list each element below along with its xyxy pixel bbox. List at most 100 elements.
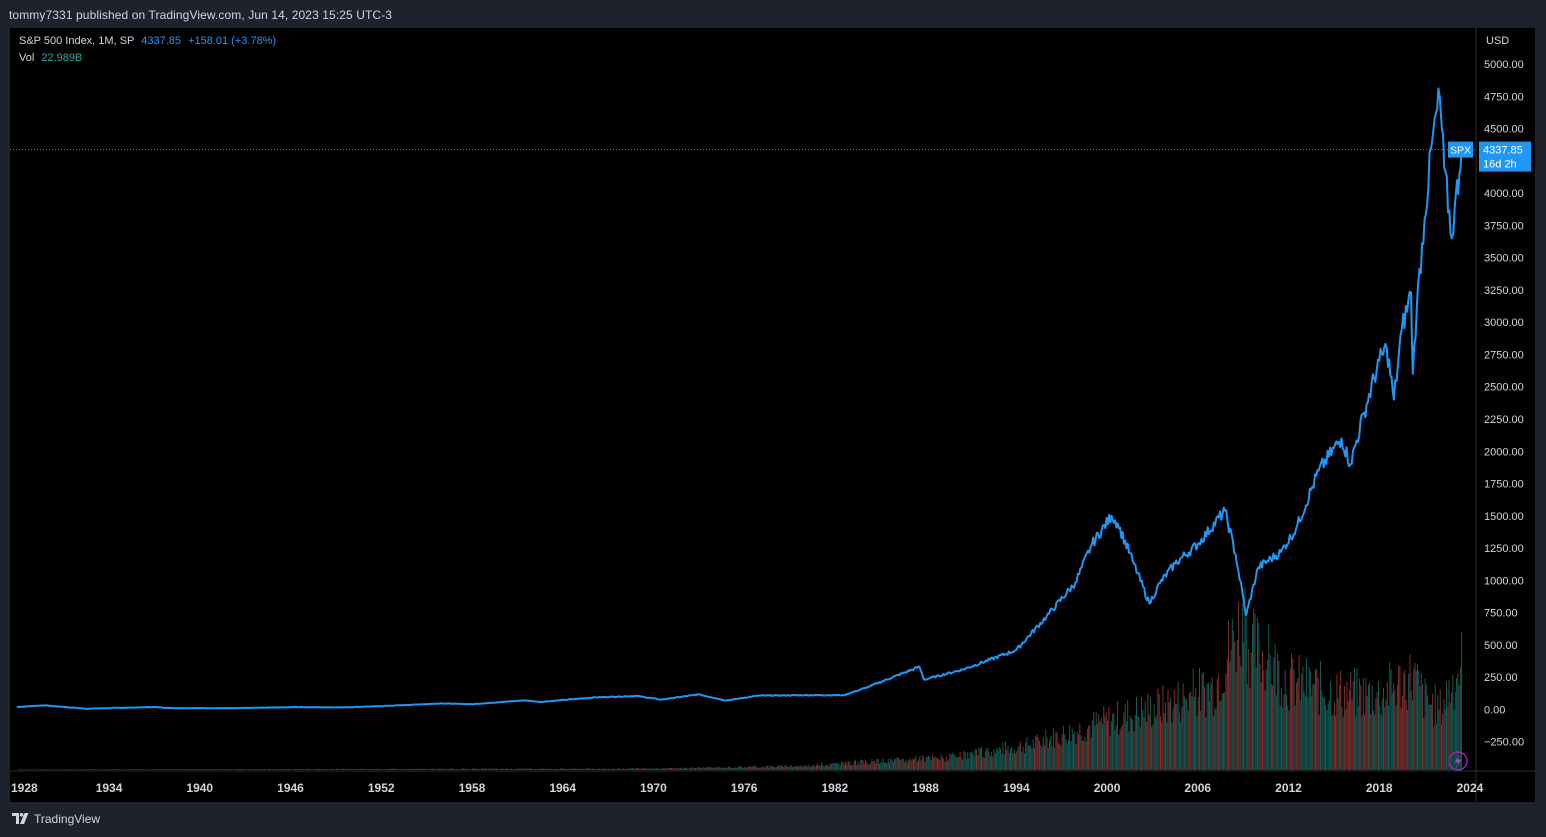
volume-bar (101, 769, 103, 770)
volume-bar (477, 768, 478, 770)
volume-bar (948, 759, 950, 770)
volume-bar (1378, 681, 1379, 770)
volume-bar (1064, 734, 1066, 770)
volume-bar (940, 754, 942, 770)
volume-bar (175, 769, 177, 770)
volume-bar (571, 768, 573, 770)
tradingview-footer[interactable]: TradingView (12, 812, 100, 826)
volume-bar (700, 767, 701, 770)
volume-bar (105, 769, 107, 770)
volume-bar (430, 768, 432, 770)
volume-bar (339, 768, 341, 770)
volume-bar (781, 765, 783, 770)
volume-bar (180, 769, 182, 770)
volume-bar (1148, 714, 1150, 770)
lightning-icon[interactable] (1448, 751, 1468, 771)
volume-bar (327, 769, 328, 770)
volume-bar (1163, 713, 1165, 770)
volume-bar (502, 768, 504, 770)
price-axis[interactable]: 5000.00 4750.00 4500.00 4000.00 3750.00 3500.… (1484, 59, 1524, 748)
volume-bar (764, 767, 766, 770)
volume-bar (1190, 691, 1192, 770)
volume-bar (744, 767, 746, 770)
volume-bar (643, 768, 645, 770)
volume-bar (1249, 687, 1251, 770)
volume-bar (905, 759, 907, 770)
volume-bar (673, 767, 675, 770)
volume-bar (603, 768, 604, 770)
volume-bar (388, 768, 390, 770)
volume-bar (119, 769, 121, 770)
volume-bar (998, 747, 1000, 770)
volume-bar (39, 769, 41, 770)
volume-bar (311, 769, 313, 770)
volume-bar (498, 768, 500, 770)
volume-bar (348, 768, 350, 770)
volume-bar (712, 768, 714, 770)
volume-bar (435, 769, 437, 770)
volume-bar (226, 769, 228, 770)
volume-bar (1333, 702, 1335, 770)
volume-bar (964, 751, 966, 770)
volume-bar (902, 758, 904, 770)
volume-bar (1206, 683, 1208, 770)
volume-bar (1379, 705, 1381, 770)
volume-bar (896, 757, 898, 770)
volume-bar (711, 766, 713, 770)
volume-bar (1311, 695, 1313, 770)
volume-bar (669, 767, 671, 770)
volume-bar (645, 768, 647, 770)
volume-bar (211, 769, 213, 770)
volume-bar (1023, 753, 1025, 770)
legend-volume-row: Vol 22.989B (19, 52, 82, 64)
volume-bar (493, 768, 495, 770)
volume-bar (104, 769, 105, 770)
volume-bar (809, 766, 811, 770)
volume-bar (999, 748, 1001, 770)
volume-bar (185, 769, 187, 770)
volume-bar (1389, 662, 1391, 770)
volume-bar (681, 768, 683, 770)
volume-bar (1243, 642, 1245, 770)
volume-bar (630, 768, 632, 770)
legend-vol-value: 22.989B (41, 52, 83, 64)
volume-bar (1376, 692, 1378, 770)
volume-bar (1144, 700, 1146, 770)
price-tick-label: 3500.00 (1484, 253, 1524, 265)
volume-bar (886, 763, 888, 770)
volume-bar (465, 769, 467, 770)
current-price-tag-bg (1479, 141, 1531, 172)
volume-bar (1128, 731, 1130, 770)
volume-bar (963, 750, 965, 770)
volume-bar (454, 768, 456, 770)
volume-bar (174, 769, 176, 770)
volume-bar (1088, 725, 1090, 770)
volume-bar (512, 769, 514, 770)
volume-bar (1315, 669, 1316, 770)
volume-bar (269, 769, 271, 770)
volume-bar (271, 769, 273, 770)
price-chart[interactable]: 5000.00 4750.00 4500.00 4000.00 3750.00 3500.… (10, 28, 1535, 802)
volume-bar (734, 767, 736, 770)
price-tick-label: 250.00 (1484, 672, 1518, 684)
volume-bar (758, 767, 759, 770)
volume-bar (294, 769, 296, 770)
volume-bar (73, 769, 75, 770)
time-axis[interactable]: 1928 1934 1940 1946 1952 1958 1964 1970 1976 1982… (11, 781, 1484, 795)
volume-bar (730, 768, 732, 770)
volume-bar (1074, 731, 1076, 770)
volume-bar (402, 769, 404, 770)
volume-bar (876, 759, 878, 770)
volume-bar (456, 769, 458, 770)
volume-bar (652, 769, 654, 770)
volume-bar (100, 769, 102, 770)
volume-bar (212, 769, 214, 770)
volume-bar (1216, 679, 1218, 770)
volume-bar (620, 769, 622, 770)
chart-panel[interactable]: 5000.00 4750.00 4500.00 4000.00 3750.00 3500.… (10, 28, 1535, 802)
volume-bar (208, 769, 210, 770)
volume-bar (1336, 674, 1338, 770)
volume-bar (368, 769, 370, 770)
volume-bar (834, 763, 836, 770)
volume-bar (526, 768, 528, 770)
